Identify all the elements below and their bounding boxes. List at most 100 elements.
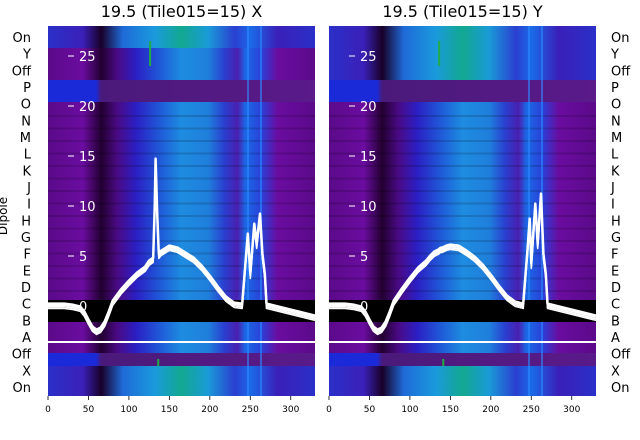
panel-title: 19.5 (Tile015=15) Y [382,2,543,21]
x-tick-label: 200 [201,405,218,415]
dipole-label: Off [12,348,32,363]
dipole-label: C [611,298,620,313]
dipole-label: D [611,281,621,296]
heatmap-band [329,26,596,48]
dipole-label: On [611,381,629,396]
x-tick-label: 100 [401,405,418,415]
dipole-label: Y [22,48,31,63]
dipole-label: E [611,264,619,279]
heatmap-green-mark [149,41,152,66]
heatmap-band [48,386,315,396]
heatmap-band [329,80,596,102]
heatmap-band [48,328,315,353]
panel-title: 19.5 (Tile015=15) X [101,2,263,21]
series-line [329,197,597,336]
dipole-label: On [13,31,31,46]
dipole-label: G [21,231,31,246]
dipole-label: F [611,248,618,263]
dipole-label: F [24,248,31,263]
heatmap-column-streak [247,26,250,396]
series-line [48,162,316,336]
x-tick-label: 300 [282,405,299,415]
dipole-label: D [21,281,31,296]
dipole-label: I [611,198,615,213]
heatmap-band [329,386,596,396]
dipole-label: A [611,331,620,346]
dipole-label: P [611,81,619,96]
y-tick-label: 5 [79,250,87,265]
heatmap-column-streak [259,26,262,396]
x-tick-label: 0 [326,405,332,415]
heatmap-band [48,48,315,80]
heatmap-band [48,353,315,366]
y-axis-label: Dipole [0,197,10,235]
dipole-label: B [22,314,31,329]
dipole-label: Off [611,348,631,363]
dipole-label: C [22,298,31,313]
dipole-label: B [611,314,620,329]
dipole-label: X [22,364,31,379]
dipole-label: K [22,164,31,179]
dipole-label: H [611,214,621,229]
dipole-label: I [27,198,31,213]
x-tick-label: 150 [442,405,459,415]
dipole-label: Y [610,48,619,63]
heatmap-band [329,48,596,80]
y-tick-label: 10 [79,200,96,215]
y-tick-label: 15 [360,150,377,165]
dipole-label: On [13,381,31,396]
dipole-label: O [21,98,31,113]
dipole-label: L [611,148,619,163]
dipole-label: P [23,81,31,96]
dipole-label: E [23,264,31,279]
x-tick-label: 250 [523,405,540,415]
y-tick-label: 20 [360,100,377,115]
heatmap-band [48,26,315,48]
dipole-label: N [611,114,621,129]
y-tick-label: 0 [79,300,87,315]
dipole-label: Off [611,64,631,79]
dipole-label: O [611,98,621,113]
x-tick-label: 50 [364,405,376,415]
dipole-label: M [20,131,31,146]
x-tick-label: 250 [242,405,259,415]
heatmap-green-mark [438,41,441,66]
x-tick-label: 0 [45,405,51,415]
x-tick-label: 100 [120,405,137,415]
heatmap-band [329,328,596,353]
y-tick-label: 25 [79,50,96,65]
x-tick-label: 200 [482,405,499,415]
black-reference-band [48,300,315,322]
heatmap-green-mark [157,359,160,366]
x-tick-label: 50 [83,405,95,415]
y-tick-label: 0 [360,300,368,315]
heatmap-band [48,80,315,102]
heatmap-band [329,102,596,328]
y-tick-label: 5 [360,250,368,265]
dipole-label: A [22,331,31,346]
x-tick-label: 300 [563,405,580,415]
dipole-label: On [611,31,629,46]
black-reference-band [329,300,596,322]
dipole-label: Off [12,64,32,79]
dipole-label: X [611,364,620,379]
dipole-label: J [26,181,31,196]
x-tick-label: 150 [161,405,178,415]
dipole-label: N [21,114,31,129]
dipole-label: M [611,131,622,146]
heatmap-column-streak [528,26,531,396]
y-tick-label: 10 [360,200,377,215]
dipole-label: J [610,181,615,196]
dipole-label: L [24,148,32,163]
y-tick-label: 15 [79,150,96,165]
heatmap-band [329,366,596,386]
heatmap-band [329,353,596,366]
dipole-label: H [21,214,31,229]
heatmap-green-mark [442,359,445,366]
y-tick-label: 25 [360,50,377,65]
dipole-label: K [611,164,620,179]
dipole-label: G [611,231,621,246]
